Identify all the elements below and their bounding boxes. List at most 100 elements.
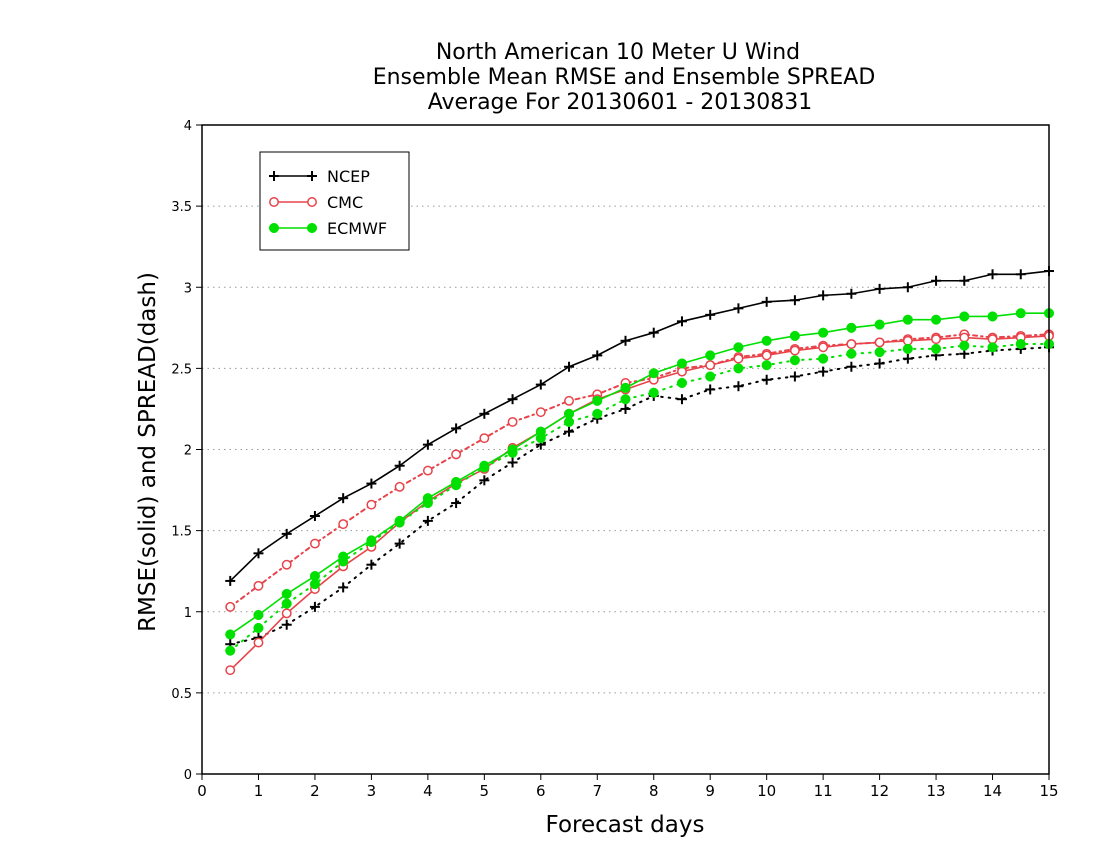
- rmse-line-cmc: [229, 335, 1050, 671]
- spread-point-cmc: [338, 519, 349, 530]
- rmse-point-ecmwf: [507, 444, 518, 455]
- spread-point-ncep: [818, 366, 829, 377]
- x-tick-label: 0: [197, 782, 207, 800]
- rmse-point-ncep: [338, 493, 349, 504]
- legend-label-ecmwf: ECMWF: [327, 219, 387, 238]
- y-tick-label: 0: [184, 768, 192, 783]
- rmse-point-cmc: [987, 334, 998, 345]
- rmse-point-ecmwf: [733, 342, 744, 353]
- rmse-point-ncep: [564, 361, 575, 372]
- legend-entry-ecmwf: ECMWF: [268, 219, 387, 238]
- spread-point-ncep: [564, 426, 575, 437]
- x-tick-label: 12: [870, 782, 889, 800]
- spread-point-cmc: [507, 416, 518, 427]
- spread-point-ecmwf: [987, 342, 998, 353]
- rmse-point-ncep: [761, 296, 772, 307]
- y-tick-label: 1.5: [171, 525, 192, 540]
- rmse-line-ncep: [229, 270, 1050, 582]
- spread-point-ecmwf: [874, 347, 885, 358]
- rmse-point-cmc: [225, 665, 236, 676]
- rmse-point-ncep: [253, 548, 264, 559]
- series-cmc: [225, 329, 1054, 676]
- rmse-point-ecmwf: [705, 350, 716, 361]
- chart-title-line-3: Average For 20130601 - 20130831: [428, 90, 813, 115]
- y-tick-label: 3: [184, 281, 192, 296]
- rmse-point-ecmwf: [761, 335, 772, 346]
- rmse-point-cmc: [677, 366, 687, 377]
- spread-point-ecmwf: [281, 598, 292, 609]
- rmse-point-ncep: [451, 423, 462, 434]
- rmse-point-ncep: [620, 335, 631, 346]
- spread-point-ncep: [761, 374, 772, 385]
- spread-point-ecmwf: [676, 377, 688, 389]
- legend-entry-cmc: CMC: [269, 193, 363, 212]
- spread-point-ncep: [479, 475, 490, 486]
- rmse-point-cmc: [902, 335, 913, 346]
- rmse-point-ecmwf: [676, 358, 688, 369]
- spread-point-cmc: [394, 481, 405, 492]
- grid-lines: [202, 205, 1049, 694]
- y-axis-label: RMSE(solid) and SPREAD(dash): [135, 272, 161, 632]
- rmse-point-ecmwf: [987, 311, 998, 322]
- spread-point-cmc: [564, 395, 574, 406]
- spread-point-cmc: [309, 538, 320, 549]
- spread-point-ncep: [309, 601, 320, 612]
- rmse-point-ncep: [789, 295, 800, 306]
- spread-point-ncep: [874, 358, 885, 369]
- rmse-point-ncep: [422, 439, 433, 450]
- rmse-point-ecmwf: [281, 588, 292, 599]
- rmse-point-ncep: [733, 303, 744, 314]
- spread-point-ncep: [422, 515, 433, 526]
- rmse-point-cmc: [931, 334, 942, 345]
- rmse-point-ncep: [818, 290, 829, 301]
- rmse-point-cmc: [761, 350, 772, 361]
- rmse-point-ncep: [676, 316, 687, 327]
- rmse-point-ecmwf: [338, 551, 349, 562]
- rmse-point-ncep: [309, 511, 320, 522]
- rmse-point-ecmwf: [366, 535, 377, 546]
- chart-title-line-1: North American 10 Meter U Wind: [436, 40, 800, 65]
- spread-point-cmc: [225, 601, 236, 612]
- spread-point-ecmwf: [1015, 338, 1026, 350]
- spread-point-ncep: [676, 394, 687, 405]
- rmse-point-cmc: [281, 608, 292, 619]
- spread-point-ncep: [338, 582, 349, 593]
- rmse-point-ncep: [225, 575, 236, 586]
- plot-frame: [201, 124, 1050, 775]
- spread-point-ecmwf: [846, 348, 857, 359]
- spread-point-ecmwf: [705, 371, 716, 382]
- legend-box: [259, 151, 410, 251]
- x-tick-label: 9: [705, 782, 715, 800]
- rmse-point-ecmwf: [789, 330, 800, 341]
- y-tick-label: 3.5: [171, 200, 192, 215]
- spread-point-ncep: [705, 384, 716, 395]
- rmse-point-ecmwf: [846, 322, 857, 333]
- rmse-point-ncep: [592, 350, 603, 361]
- rmse-point-ncep: [479, 408, 490, 419]
- rmse-point-ecmwf: [959, 311, 970, 322]
- x-tick-label: 8: [649, 782, 659, 800]
- legend-entries: NCEP CMC ECMWF: [268, 167, 387, 238]
- spread-point-ecmwf: [931, 343, 942, 354]
- rmse-point-ncep: [281, 528, 292, 539]
- series-ecmwf: [225, 308, 1055, 656]
- rmse-point-ncep: [394, 460, 405, 471]
- rmse-point-ecmwf: [592, 395, 603, 406]
- rmse-point-ecmwf: [394, 515, 405, 526]
- spread-point-ecmwf: [620, 394, 631, 405]
- x-tick-label: 5: [480, 782, 490, 800]
- rmse-point-ecmwf: [563, 408, 575, 419]
- x-tick-label: 7: [592, 782, 602, 800]
- rmse-point-ecmwf: [535, 426, 546, 437]
- rmse-point-ncep: [987, 269, 998, 280]
- legend-label-ncep: NCEP: [327, 167, 370, 186]
- rmse-point-cmc: [733, 353, 744, 364]
- rmse-point-cmc: [253, 637, 264, 648]
- spread-point-cmc: [281, 559, 292, 570]
- x-tick-label: 2: [310, 782, 320, 800]
- rmse-point-ecmwf: [225, 629, 236, 640]
- rmse-point-ncep: [648, 327, 659, 338]
- rmse-point-ncep: [535, 379, 546, 390]
- legend-marker-end-ncep: [307, 171, 317, 181]
